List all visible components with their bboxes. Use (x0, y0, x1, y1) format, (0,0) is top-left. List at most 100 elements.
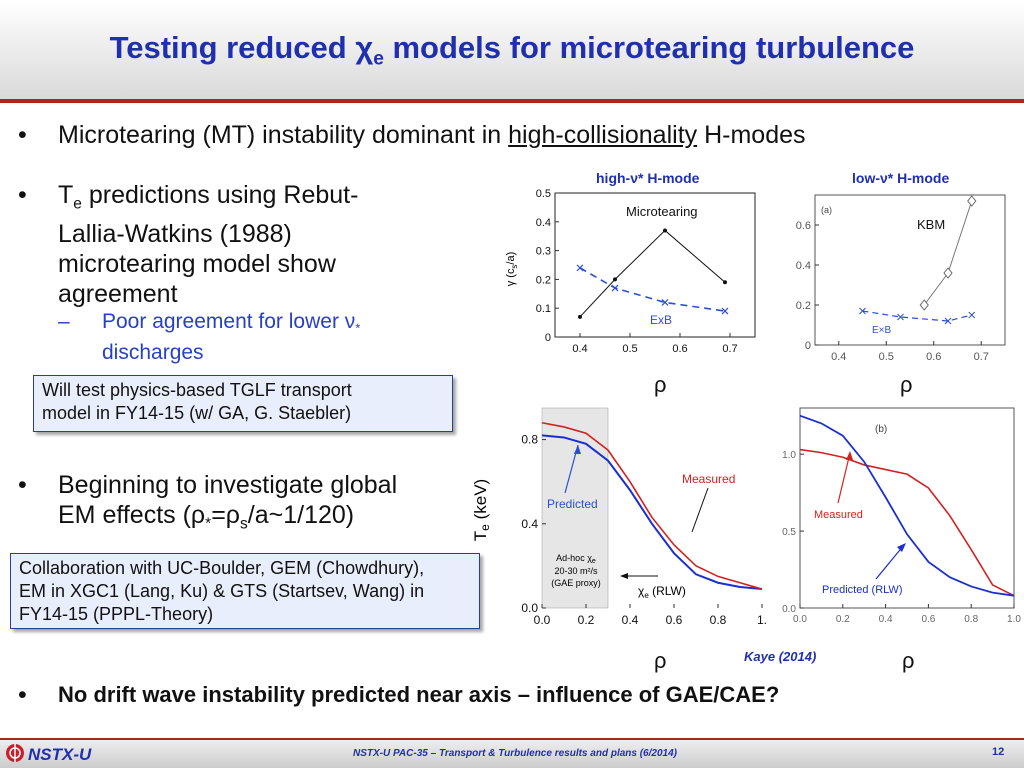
slide-header (0, 0, 1024, 100)
plot3-xlabel: ρ (654, 648, 667, 673)
plot4-series-measured (799, 448, 1015, 597)
plot1-point-microtearing (663, 228, 667, 233)
footer-band (0, 740, 1024, 768)
p1-ytick-label: 0 (545, 332, 551, 344)
footer-divider (0, 738, 1024, 740)
p4-xtick-label: 0.4 (879, 614, 893, 625)
p1-xtick-label: 0.4 (572, 343, 587, 355)
plot1-label-microtearing: Microtearing (626, 204, 698, 219)
p1-ytick-label: 0.1 (536, 303, 551, 315)
plot1-ylabel: γ (cs/a) (505, 252, 519, 287)
p4-xtick-label: 0.0 (793, 614, 807, 625)
plot2-panel-label: (a) (821, 205, 832, 215)
plot1-label-exb: ExB (650, 313, 672, 327)
p2-xtick-label: 0.4 (831, 351, 846, 363)
plot2-label-exb: E×B (872, 325, 892, 336)
bullet-mt-dominant: • Microtearing (MT) instability dominant… (18, 121, 806, 149)
p3-ytick-label: 0.8 (521, 433, 538, 447)
plot4-series-predicted (799, 414, 1015, 597)
p2-xtick-label: 0.5 (879, 351, 894, 363)
bullet-global-em: • Beginning to investigate global EM eff… (18, 471, 398, 533)
plot3-arrowhead-predicted (574, 445, 581, 454)
plot1-point-exb (661, 299, 669, 306)
plot2-series-exb (862, 310, 972, 322)
plot1-point-exb (576, 264, 584, 272)
p1-ytick-label: 0.2 (536, 274, 551, 286)
plot4-label-measured: Measured (814, 509, 863, 521)
nstx-logo-icon (6, 744, 24, 762)
plot1-point-exb (611, 284, 619, 292)
p2-ytick-label: 0.4 (796, 260, 811, 272)
kaye-citation: Kaye (2014) (744, 649, 817, 664)
plot3-adhoc-label: Ad-hoc χe 20-30 m²/s (GAE proxy) (551, 553, 601, 588)
plot3-arrowhead-chi-rlw (620, 573, 628, 579)
plot1-xlabel: ρ (654, 372, 667, 397)
footer-caption: NSTX-U PAC-35 – Transport & Turbulence r… (353, 748, 677, 759)
plot3-te-profile: 0.0 0.4 0.8 0.0 0.2 0.4 0.6 0.8 1. Te (keV) Pred… (471, 407, 767, 627)
bullet-te-predictions: • Te predictions using Rebut- Lallia-Wat… (18, 181, 359, 309)
p2-ytick-label: 0.2 (796, 300, 811, 312)
plot2-title: low-ν* H-mode (852, 170, 950, 186)
p2-xtick-label: 0.6 (926, 351, 941, 363)
plot1-frame (554, 192, 756, 338)
plot3-chi-rlw-label: χe (RLW) (638, 584, 686, 600)
p4-xtick-label: 0.8 (964, 614, 978, 625)
plot2-point-kbm (967, 195, 977, 207)
plot2-growth-rate-low-nu: 0 0.2 0.4 0.6 0.4 0.5 0.6 0.7 (a) KBM E×B (796, 194, 1006, 363)
plot4-arrowhead-measured (846, 451, 853, 460)
plot2-point-kbm (943, 267, 953, 279)
plot2-point-kbm (919, 299, 929, 311)
p4-xtick-label: 0.6 (921, 614, 935, 625)
plot2-frame (814, 194, 1006, 346)
p2-ytick-label: 0 (805, 340, 811, 352)
plot3-arrow-measured (691, 487, 709, 533)
p3-xtick-label: 0.4 (622, 613, 639, 627)
plot4-arrow-measured (837, 452, 851, 504)
p4-xtick-label: 1.0 (1007, 614, 1021, 625)
bullet-no-drift-wave: • No drift wave instability predicted ne… (18, 681, 780, 709)
p1-ytick-label: 0.3 (536, 246, 551, 258)
plot3-label-predicted: Predicted (547, 497, 598, 511)
plot1-series-exb (579, 267, 726, 312)
p3-ytick-label: 0.0 (521, 601, 538, 615)
plot2-point-exb (897, 313, 904, 321)
p3-xtick-label: 0.8 (710, 613, 727, 627)
p4-ytick-label: 1.0 (782, 450, 796, 461)
plot1-series-microtearing (579, 229, 726, 318)
p3-xtick-label: 0.6 (666, 613, 683, 627)
p4-ytick-label: 0.0 (782, 604, 796, 615)
plot1-title: high-ν* H-mode (596, 170, 700, 186)
plot4-arrowhead-predicted (897, 543, 906, 552)
p1-xtick-label: 0.7 (722, 343, 737, 355)
plot2-point-exb (944, 317, 952, 325)
plot1-point-microtearing (723, 280, 727, 285)
slide-title: Testing reduced χe models for microteari… (109, 30, 915, 70)
p3-xtick-label: 1. (757, 613, 767, 627)
plot2-label-kbm: KBM (917, 217, 945, 232)
plot3-ylabel: Te (keV) (471, 479, 492, 541)
p3-xtick-label: 0.2 (578, 613, 595, 627)
page-number: 12 (992, 746, 1005, 758)
p3-ytick-label: 0.4 (521, 517, 538, 531)
plot3-label-measured: Measured (682, 472, 735, 486)
p2-xtick-label: 0.7 (974, 351, 989, 363)
plot4-label-predicted: Predicted (RLW) (822, 584, 902, 596)
p4-xtick-label: 0.2 (836, 614, 850, 625)
plot1-growth-rate-high-nu: 0 0.1 0.2 0.3 0.4 0.5 0.4 0.5 0.6 0.7 γ (cs/a) Mi… (505, 188, 756, 355)
p1-xtick-label: 0.5 (622, 343, 637, 355)
p4-ytick-label: 0.5 (782, 527, 796, 538)
collaboration-callout-box: Collaboration with UC-Boulder, GEM (Chow… (10, 553, 480, 629)
p1-ytick-label: 0.4 (536, 217, 551, 229)
plot4-arrow-predicted (875, 544, 905, 580)
nstx-logo-text: NSTX-U (28, 745, 92, 764)
plot1-point-microtearing (613, 277, 617, 282)
p1-xtick-label: 0.6 (672, 343, 687, 355)
plot4-xlabel: ρ (902, 648, 915, 673)
plot4-frame (799, 407, 1015, 609)
plot2-point-exb (968, 311, 976, 319)
p3-xtick-label: 0.0 (534, 613, 551, 627)
plot2-xlabel: ρ (900, 372, 913, 397)
header-divider (0, 99, 1024, 103)
p2-ytick-label: 0.6 (796, 220, 811, 232)
plot3-series-predicted (541, 434, 763, 591)
